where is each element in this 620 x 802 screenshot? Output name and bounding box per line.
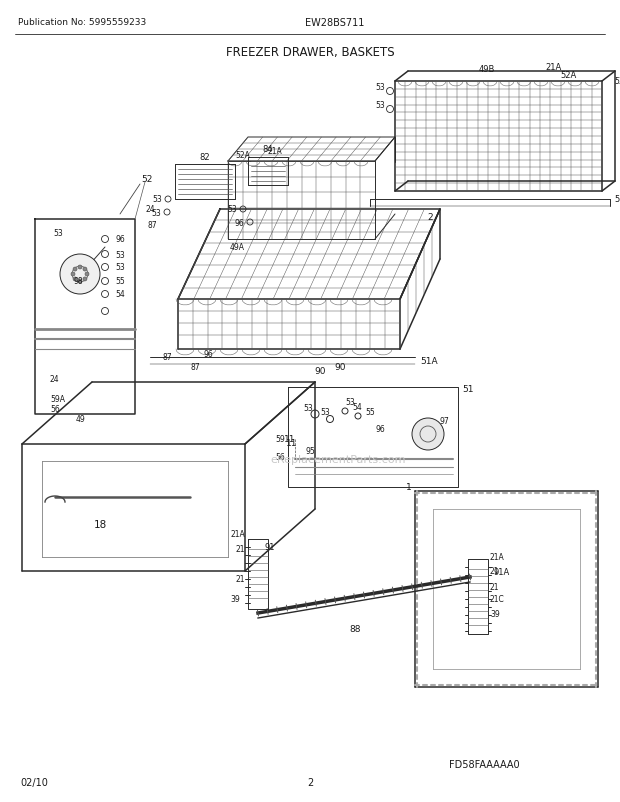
Text: 49: 49	[75, 415, 85, 424]
Text: 96: 96	[234, 218, 244, 227]
Text: 53: 53	[303, 404, 313, 413]
Text: 91A: 91A	[494, 568, 510, 577]
Text: 84: 84	[263, 145, 273, 154]
Text: 39: 39	[490, 610, 500, 618]
Circle shape	[78, 280, 82, 284]
Text: 21A: 21A	[490, 553, 505, 561]
Text: Publication No: 5995559233: Publication No: 5995559233	[18, 18, 146, 27]
Text: 21: 21	[236, 575, 245, 584]
Text: 21A: 21A	[268, 146, 283, 156]
Text: 82: 82	[200, 152, 210, 161]
Text: 96: 96	[375, 425, 385, 434]
Text: 11: 11	[286, 439, 298, 448]
Text: 53: 53	[345, 398, 355, 407]
Text: 24: 24	[50, 375, 60, 384]
Text: 53: 53	[151, 209, 161, 217]
Text: 52A: 52A	[560, 71, 576, 79]
Text: 53: 53	[320, 408, 330, 417]
Text: 91: 91	[265, 543, 275, 552]
Circle shape	[83, 268, 87, 272]
Text: 87: 87	[162, 353, 172, 362]
Text: 21A: 21A	[230, 530, 245, 539]
Text: eReplacementParts.com: eReplacementParts.com	[270, 455, 405, 464]
Circle shape	[83, 277, 87, 282]
Text: 54: 54	[115, 290, 125, 299]
Circle shape	[78, 265, 82, 269]
Text: 21: 21	[490, 567, 500, 576]
Text: 59: 59	[275, 435, 285, 444]
Text: 53: 53	[375, 83, 385, 91]
Text: 53: 53	[614, 78, 620, 87]
Text: 11: 11	[284, 435, 296, 444]
Text: 51: 51	[462, 385, 474, 394]
Text: 39: 39	[230, 595, 240, 604]
Circle shape	[85, 273, 89, 277]
Text: 87: 87	[148, 221, 157, 229]
Text: 53: 53	[115, 250, 125, 259]
Text: 18: 18	[94, 520, 107, 529]
Text: 97: 97	[440, 417, 450, 426]
Text: 96: 96	[115, 235, 125, 244]
Text: 2: 2	[307, 777, 313, 787]
Text: 53: 53	[228, 205, 237, 214]
Text: 21: 21	[490, 583, 500, 592]
Text: 88: 88	[349, 625, 361, 634]
Text: 59A: 59A	[50, 395, 65, 404]
Text: 21: 21	[236, 545, 245, 554]
Text: 56: 56	[50, 405, 60, 414]
Text: 87: 87	[190, 363, 200, 372]
Text: 90: 90	[314, 367, 326, 376]
Text: 24: 24	[145, 205, 155, 214]
Text: FREEZER DRAWER, BASKETS: FREEZER DRAWER, BASKETS	[226, 46, 394, 59]
Text: 53: 53	[115, 263, 125, 272]
Text: 90: 90	[334, 363, 346, 372]
Circle shape	[73, 277, 77, 282]
Text: 2: 2	[427, 213, 433, 222]
Text: 51A: 51A	[614, 195, 620, 205]
Text: 49B: 49B	[479, 66, 495, 75]
Text: 55: 55	[115, 277, 125, 286]
Text: 1: 1	[406, 483, 412, 492]
Text: 52A: 52A	[235, 150, 250, 160]
Text: 49A: 49A	[230, 243, 245, 252]
Text: 53: 53	[153, 195, 162, 205]
Text: EW28BS711: EW28BS711	[305, 18, 365, 28]
Circle shape	[73, 268, 77, 272]
Text: 53: 53	[375, 100, 385, 109]
Text: 02/10: 02/10	[20, 777, 48, 787]
Text: 21C: 21C	[490, 595, 505, 604]
Text: 95: 95	[305, 447, 315, 456]
Circle shape	[60, 255, 100, 294]
Text: 96: 96	[203, 350, 213, 359]
Text: FD58FAAAAA0: FD58FAAAAA0	[450, 759, 520, 769]
Text: 51A: 51A	[420, 357, 438, 366]
Text: 21A: 21A	[545, 63, 561, 72]
Text: 53: 53	[53, 229, 63, 237]
Circle shape	[71, 273, 75, 277]
Text: 54: 54	[352, 403, 361, 412]
Text: 98: 98	[73, 277, 83, 286]
Text: 56: 56	[275, 453, 285, 462]
Text: 55: 55	[365, 408, 374, 417]
Circle shape	[412, 419, 444, 451]
Text: 52: 52	[141, 176, 153, 184]
